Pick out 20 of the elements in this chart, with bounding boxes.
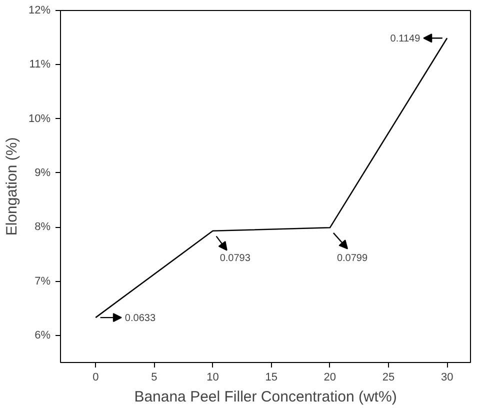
y-tick-label: 8% xyxy=(34,221,51,234)
data-label: 0.0793 xyxy=(220,252,251,264)
x-tick-label: 10 xyxy=(206,372,219,384)
y-tick-label: 6% xyxy=(34,329,51,342)
x-tick-label: 15 xyxy=(265,372,278,384)
data-label: 0.1149 xyxy=(390,34,421,45)
x-tick-label: 30 xyxy=(440,372,454,384)
data-label: 0.0633 xyxy=(124,313,156,324)
y-tick-label: 12% xyxy=(28,4,51,16)
x-tick-label: 25 xyxy=(382,372,395,384)
x-axis-title: Banana Peel Filler Concentration (wt%) xyxy=(134,388,397,406)
y-tick-label: 11% xyxy=(29,58,51,71)
data-label: 0.0799 xyxy=(336,253,368,264)
y-tick-label: 10% xyxy=(28,112,51,125)
x-tick-label: 5 xyxy=(151,372,158,384)
y-axis-title: Elongation (%) xyxy=(3,137,20,236)
x-tick-label: 20 xyxy=(324,372,336,384)
y-tick-label: 9% xyxy=(34,166,51,179)
x-tick-label: 0 xyxy=(92,372,99,384)
y-tick-label: 7% xyxy=(34,275,51,288)
